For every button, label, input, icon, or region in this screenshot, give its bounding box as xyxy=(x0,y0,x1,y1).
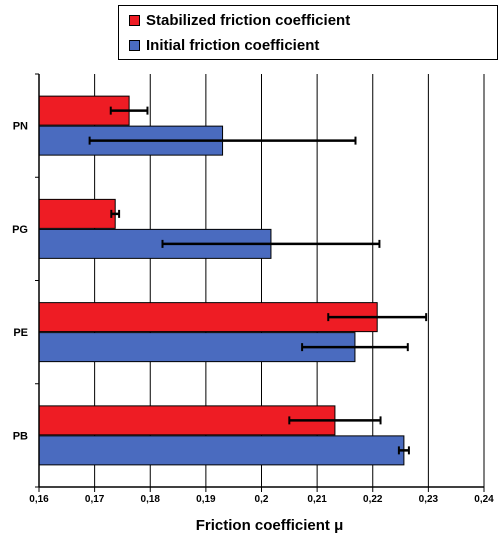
chart-legend: Stabilized friction coefficient Initial … xyxy=(118,5,498,60)
bar xyxy=(38,405,336,436)
category-label: PE xyxy=(13,327,28,339)
x-tick-label: 0,16 xyxy=(29,494,49,505)
legend-swatch-initial xyxy=(129,40,140,51)
x-tick-label: 0,19 xyxy=(196,494,216,505)
x-tick-label: 0,24 xyxy=(474,494,494,505)
category-label: PB xyxy=(13,430,28,442)
bar xyxy=(38,198,116,229)
legend-item-stabilized: Stabilized friction coefficient xyxy=(129,12,350,29)
x-axis-title: Friction coefficient μ xyxy=(196,517,344,534)
x-tick-label: 0,2 xyxy=(255,494,269,505)
bar xyxy=(38,302,378,333)
legend-item-initial: Initial friction coefficient xyxy=(129,37,319,54)
x-tick-label: 0,18 xyxy=(141,494,161,505)
x-tick-label: 0,21 xyxy=(307,494,327,505)
legend-label-stabilized: Stabilized friction coefficient xyxy=(146,12,351,29)
bar xyxy=(38,435,405,466)
x-tick-label: 0,22 xyxy=(363,494,383,505)
category-label: PN xyxy=(13,121,28,133)
legend-label-initial: Initial friction coefficient xyxy=(146,37,320,54)
category-label: PG xyxy=(12,224,28,236)
legend-swatch-stabilized xyxy=(129,15,140,26)
x-tick-label: 0,23 xyxy=(419,494,439,505)
x-tick-label: 0,17 xyxy=(85,494,105,505)
